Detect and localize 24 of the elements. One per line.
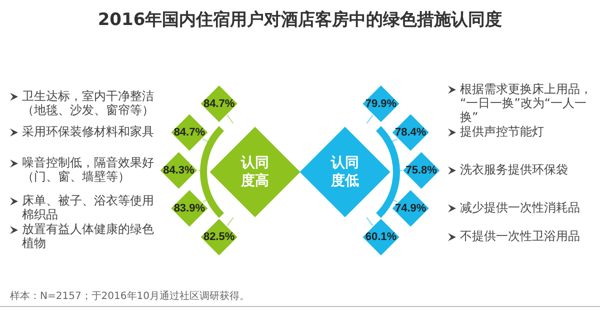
data-label: 82.5% — [203, 231, 235, 244]
text: 认同度高 — [240, 154, 270, 190]
category-label: 噪音控制低，隔音效果好（门、窗、墙壁等） — [22, 156, 154, 184]
data-label: 78.4% — [394, 126, 426, 139]
category-label: 洗衣服务提供环保袋 — [460, 162, 568, 177]
category-label: 放置有益人体健康的绿色植物 — [22, 222, 154, 250]
data-label: 83.9% — [174, 202, 206, 214]
category-label: 不提供一次性卫浴用品 — [460, 229, 580, 244]
data-label: 84.7% — [203, 98, 235, 110]
data-label: 74.9% — [394, 202, 426, 214]
category-label: 减少提供一次性消耗品 — [460, 200, 580, 215]
category-label: 卫生达标，室内干净整洁（地毯、沙发、窗帘等） — [22, 88, 154, 117]
data-label: 84.7% — [174, 126, 206, 139]
data-label: 60.1% — [365, 231, 397, 244]
data-label: 75.8% — [406, 164, 438, 176]
category-label: 床单、被子、浴衣等使用棉织品 — [22, 194, 154, 222]
category-label: 提供声控节能灯 — [460, 124, 544, 139]
category-label: 采用环保装修材料和家具 — [22, 124, 154, 139]
text: 样本：N=2157；于2016年10月通过社区调研获得。 — [0, 289, 600, 307]
category-label: 根据需求更换床上用品，“一日一换”改为“一人一换” — [460, 82, 592, 124]
data-label: 84.3% — [163, 164, 194, 176]
data-label: 79.9% — [365, 98, 397, 110]
text: 认同度低 — [330, 154, 360, 190]
text: 2016年国内住宿用户对酒店客房中的绿色措施认同度 — [96, 9, 504, 32]
